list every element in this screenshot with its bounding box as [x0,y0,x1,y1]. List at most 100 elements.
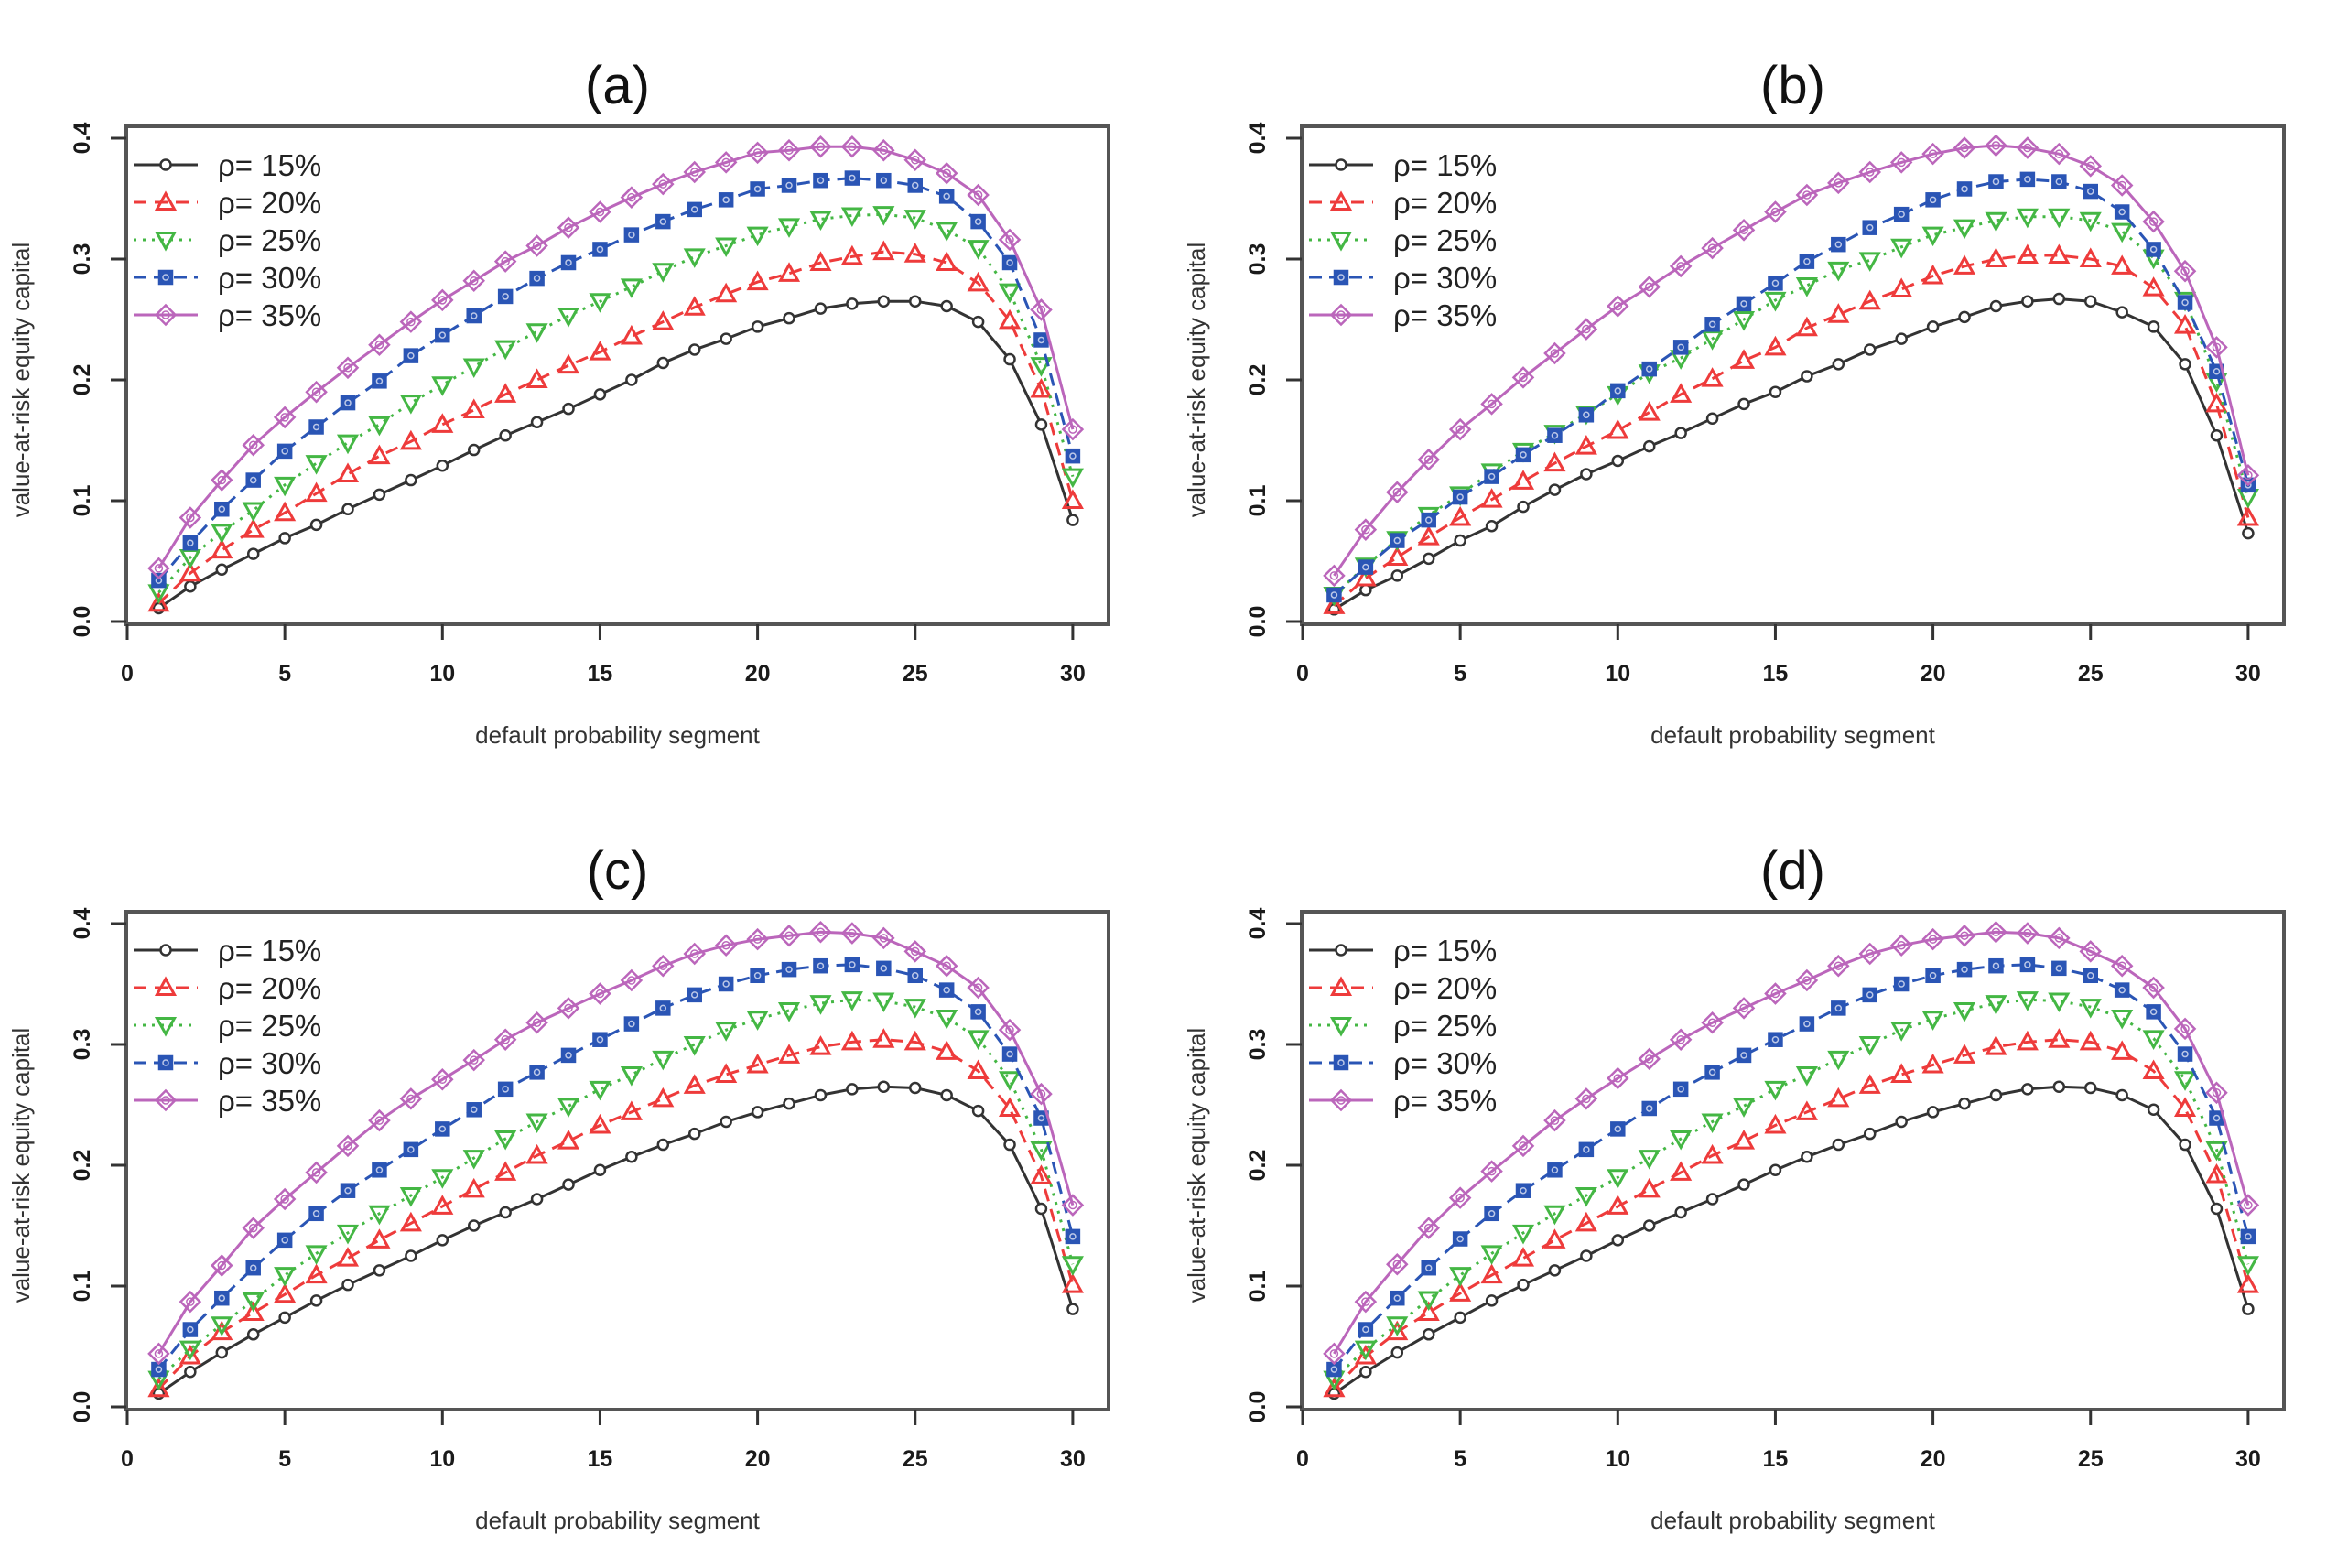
data-point-inner [564,1003,573,1013]
data-point [751,1106,764,1119]
data-point [1421,1260,1436,1276]
data-point-inner [1362,1325,1369,1334]
data-point [687,201,702,218]
data-point [1480,488,1503,508]
data-point [214,1290,230,1306]
data-point-inner [974,218,982,225]
data-point [274,1267,297,1287]
data-point [1543,1205,1566,1226]
data-point-inner [217,475,227,485]
legend: ρ= 15%ρ= 20% ρ= 25%ρ= 30% ρ= 35% [1309,934,1497,1118]
data-point-inner [1392,488,1402,497]
data-point-inner [1676,262,1685,271]
data-point [1323,1377,1346,1398]
data-point [1003,1138,1016,1152]
data-point-inner [973,190,983,200]
data-point-inner [249,1264,257,1271]
data-point [1701,1143,1724,1164]
data-point [467,443,481,457]
data-point [1862,220,1877,235]
data-point-inner [502,1086,509,1093]
data-point [493,1028,517,1051]
data-point-inner [1803,1020,1811,1028]
y-axis: 0.0 0.1 0.2 0.3 0.4 [1245,908,1302,1422]
data-point [683,1074,706,1094]
data-point [938,982,955,998]
data-point-inner [1423,1223,1434,1233]
data-point [2111,222,2134,243]
data-point [525,1113,548,1134]
data-point [179,561,201,582]
data-point-inner [1866,991,1874,999]
data-point [1670,383,1693,403]
data-point-inner [344,1186,352,1195]
data-point-inner [722,980,730,988]
x-tick-label: 0 [1296,1446,1309,1472]
data-point [1607,1066,1629,1090]
y-tick-label: 0.0 [1245,606,1271,638]
data-point [1034,418,1048,431]
data-point [846,297,859,310]
data-point [1323,594,1346,614]
data-point-inner [784,146,794,155]
data-point-inner [469,1055,479,1065]
data-point [1390,1346,1404,1359]
data-point-inner [1424,516,1433,524]
data-point-inner [532,241,542,251]
data-point [2179,358,2191,371]
data-point-inner [943,986,950,994]
data-point [1768,1032,1783,1047]
y-tick-label: 0.3 [70,243,95,276]
data-point [652,172,675,196]
data-point [372,373,387,389]
data-point [652,954,675,978]
x-tick-label: 0 [121,661,134,687]
plot-frame [124,910,1110,1411]
data-point [971,1104,985,1118]
data-point [147,557,170,580]
data-point [1921,927,1944,951]
data-point-inner [1456,1235,1464,1243]
data-point-inner [375,1166,384,1174]
data-point-inner [1361,1297,1370,1306]
data-point [2051,960,2067,977]
data-point [715,237,738,258]
data-point [2051,174,2067,189]
data-point [935,162,958,185]
data-point [1858,252,1881,272]
data-point-inner [1834,241,1843,248]
data-point [529,270,545,287]
data-point [935,954,958,978]
x-tick-label: 0 [121,1446,134,1472]
chart-panel-a: (a) 0 5 10 15 20 25 30 default probability segme… [7,56,1110,749]
data-point [1764,1113,1787,1134]
data-point [305,380,328,404]
panel-title: (c) [587,841,649,901]
data-point [530,1193,544,1206]
data-point [1065,448,1081,464]
data-point [1574,1187,1597,1207]
data-point [305,455,328,475]
data-point [623,227,640,243]
data-point [1422,552,1435,566]
data-point [1638,1047,1661,1071]
x-tick-label: 15 [1763,1446,1789,1472]
data-point-inner [2055,965,2063,972]
legend-marker [154,232,178,252]
data-point [1642,1219,1656,1232]
y-tick-label: 0.3 [1245,1029,1271,1061]
data-point [2052,1080,2066,1093]
data-point [781,961,797,978]
data-point [2236,505,2259,526]
data-point-inner [911,156,920,165]
data-point-inner [2054,149,2064,158]
data-point [1543,1228,1566,1249]
data-point [1704,317,1720,332]
data-point-inner [722,196,730,204]
data-point [625,1151,638,1163]
x-tick-label: 25 [903,1446,928,1472]
data-point-inner [2213,1114,2221,1122]
data-point-inner [1582,324,1591,334]
data-point-inner [942,168,951,178]
data-point [1358,559,1374,575]
